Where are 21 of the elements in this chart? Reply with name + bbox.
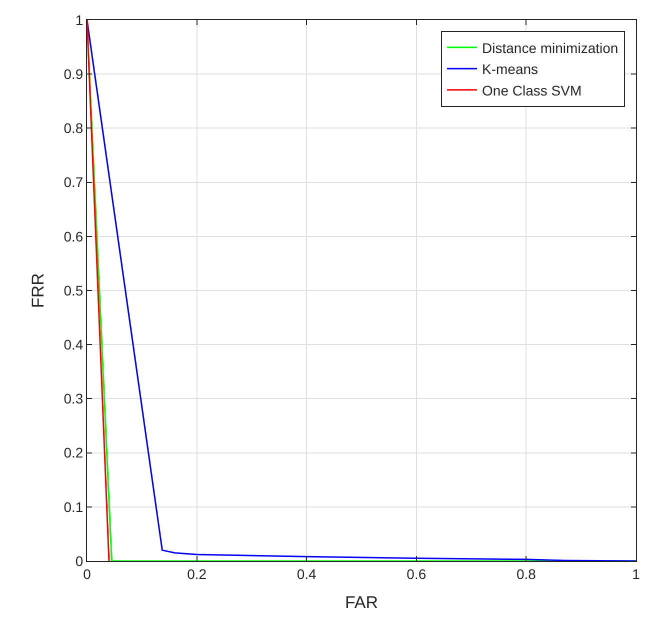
legend-label: Distance minimization [482,40,618,56]
x-tick-label: 0.6 [406,566,426,582]
x-tick-label: 1 [632,566,640,582]
y-tick-label: 0.6 [64,228,84,244]
x-tick-label: 0.2 [187,566,207,582]
y-tick-label: 1 [75,12,84,28]
x-tick-label: 0.8 [516,566,536,582]
y-tick-label: 0.5 [64,282,84,298]
y-tick-label: 0.7 [64,174,84,190]
y-tick-label: 0.4 [64,336,84,352]
y-tick-label: 0.1 [64,498,84,515]
legend-label: One Class SVM [482,82,582,98]
legend-label: K-means [482,61,538,78]
y-axis-title: FRR [28,273,48,308]
y-tick-label: 0.3 [64,390,84,407]
y-tick-label: 0.2 [64,444,84,461]
x-tick-label: 0.4 [296,566,317,582]
y-tick-label: 0.8 [64,120,84,136]
y-tick-label: 0.9 [64,66,84,82]
y-tick-label: 0 [75,552,84,569]
x-axis-title: FAR [344,593,378,612]
